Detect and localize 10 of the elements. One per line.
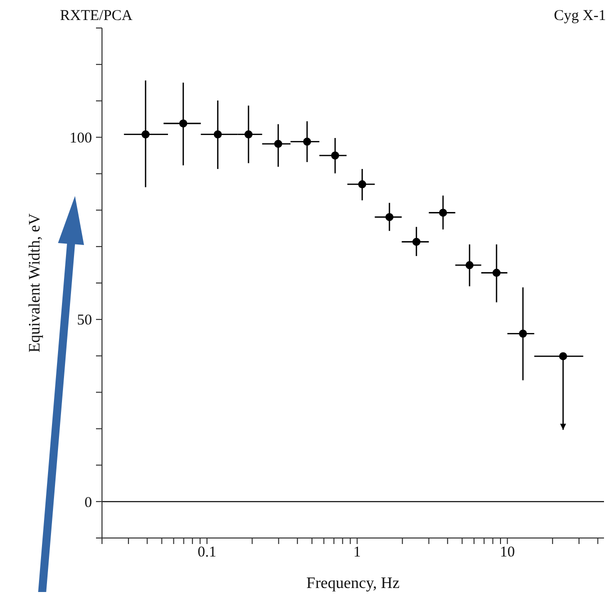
text: RXTE/PCA	[60, 8, 133, 25]
y-tick-label: 100	[70, 130, 92, 147]
x-tick-label: 1	[353, 544, 361, 561]
y-axis-title: Equivalent Width, eV	[26, 213, 44, 353]
text: Cyg X-1	[554, 8, 606, 25]
x-tick-label: 0.1	[198, 544, 216, 561]
y-tick-label: 0	[84, 494, 92, 511]
x-axis-title: Frequency, Hz	[306, 575, 400, 592]
y-tick-label: 50	[77, 312, 92, 329]
x-tick-label: 10	[500, 544, 515, 561]
